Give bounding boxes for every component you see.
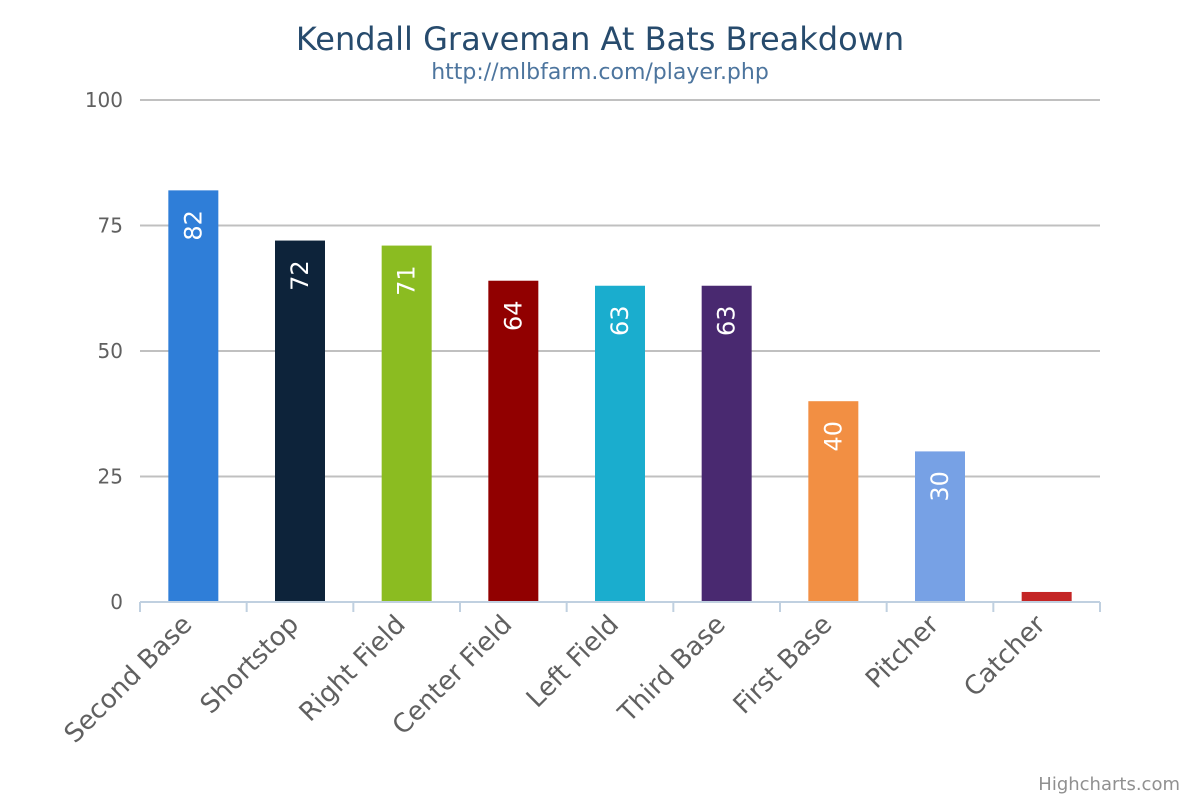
credits-link[interactable]: Highcharts.com: [1038, 774, 1180, 795]
data-label: 40: [819, 421, 847, 452]
x-tick-label: Third Base: [612, 610, 731, 729]
data-label: 82: [179, 210, 207, 241]
x-tick-label: Shortstop: [195, 610, 305, 720]
chart-subtitle: http://mlbfarm.com/player.php: [431, 60, 769, 85]
x-tick-label: Second Base: [59, 610, 198, 749]
bar[interactable]: [381, 245, 432, 602]
y-tick-label: 100: [85, 88, 123, 112]
data-label: 64: [499, 300, 527, 331]
y-tick-label: 50: [98, 339, 123, 363]
bar[interactable]: [595, 285, 645, 602]
data-label: 71: [393, 265, 421, 296]
data-label: 72: [286, 260, 314, 291]
x-tick-label: Left Field: [521, 610, 625, 714]
data-label: 63: [606, 305, 634, 336]
y-axis-labels: 0 25 50 75 100: [85, 88, 123, 614]
x-tick-label: Right Field: [294, 610, 412, 728]
y-tick-label: 25: [98, 465, 123, 489]
x-tick-label: Catcher: [958, 610, 1051, 703]
bars: [168, 190, 1072, 603]
x-axis: [139, 601, 1101, 612]
y-tick-label: 75: [98, 214, 123, 238]
y-tick-label: 0: [110, 590, 123, 614]
bar[interactable]: [915, 451, 965, 602]
data-label: 30: [926, 471, 954, 502]
chart-title: Kendall Graveman At Bats Breakdown: [296, 20, 904, 58]
bar[interactable]: [808, 401, 859, 602]
bar[interactable]: [488, 280, 539, 602]
data-labels: 82 72 71 64 63 63 40 30: [179, 210, 954, 502]
bar[interactable]: [1021, 591, 1072, 602]
bar[interactable]: [701, 285, 752, 602]
x-tick-label: Pitcher: [860, 610, 945, 695]
x-tick-label: First Base: [728, 610, 839, 721]
data-label: 63: [713, 305, 741, 336]
bar[interactable]: [275, 240, 325, 602]
bar[interactable]: [168, 190, 219, 603]
